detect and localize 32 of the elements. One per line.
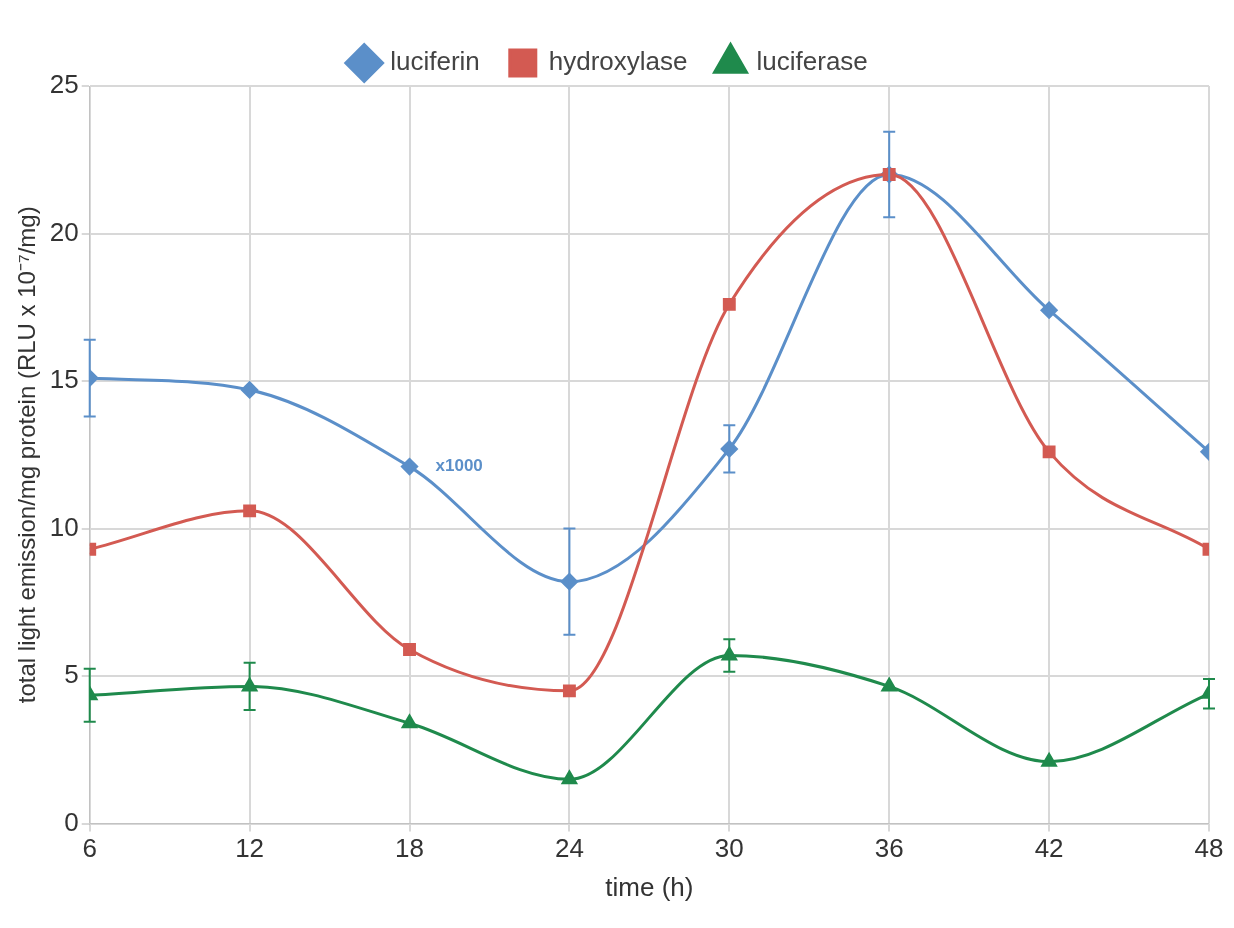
point <box>1042 445 1056 459</box>
y-axis-title: total light emission/mg protein (RLU x 10⁻⁷/mg) <box>13 206 41 704</box>
point <box>401 714 418 729</box>
y-tick-label: 25 <box>49 69 79 100</box>
point <box>881 677 897 692</box>
legend-label: luciferin <box>390 46 480 77</box>
x-tick-label: 48 <box>1194 833 1224 864</box>
point <box>722 297 736 311</box>
x-tick-label: 24 <box>554 833 584 864</box>
y-tick-label: 5 <box>64 659 79 690</box>
point <box>403 643 416 656</box>
annotation: x1000 <box>435 456 483 476</box>
legend-label: luciferase <box>756 46 868 77</box>
y-tick-label: 0 <box>64 806 79 837</box>
point <box>401 458 419 476</box>
x-tick-label: 6 <box>82 833 97 864</box>
y-tick-label: 10 <box>49 511 79 542</box>
y-tick-label: 20 <box>49 216 79 247</box>
y-tick-label: 15 <box>49 364 79 395</box>
x-tick-label: 30 <box>714 833 744 864</box>
point <box>243 504 257 518</box>
x-tick-label: 36 <box>874 833 904 864</box>
point <box>561 770 577 785</box>
point <box>241 381 259 399</box>
point <box>562 684 576 698</box>
x-tick-label: 12 <box>235 833 265 864</box>
legend-label: hydroxylase <box>548 46 688 77</box>
point <box>1041 753 1057 767</box>
x-axis-title: time (h) <box>605 871 694 902</box>
point <box>1040 301 1058 319</box>
x-tick-label: 42 <box>1034 833 1064 864</box>
x-tick-label: 18 <box>395 833 424 864</box>
